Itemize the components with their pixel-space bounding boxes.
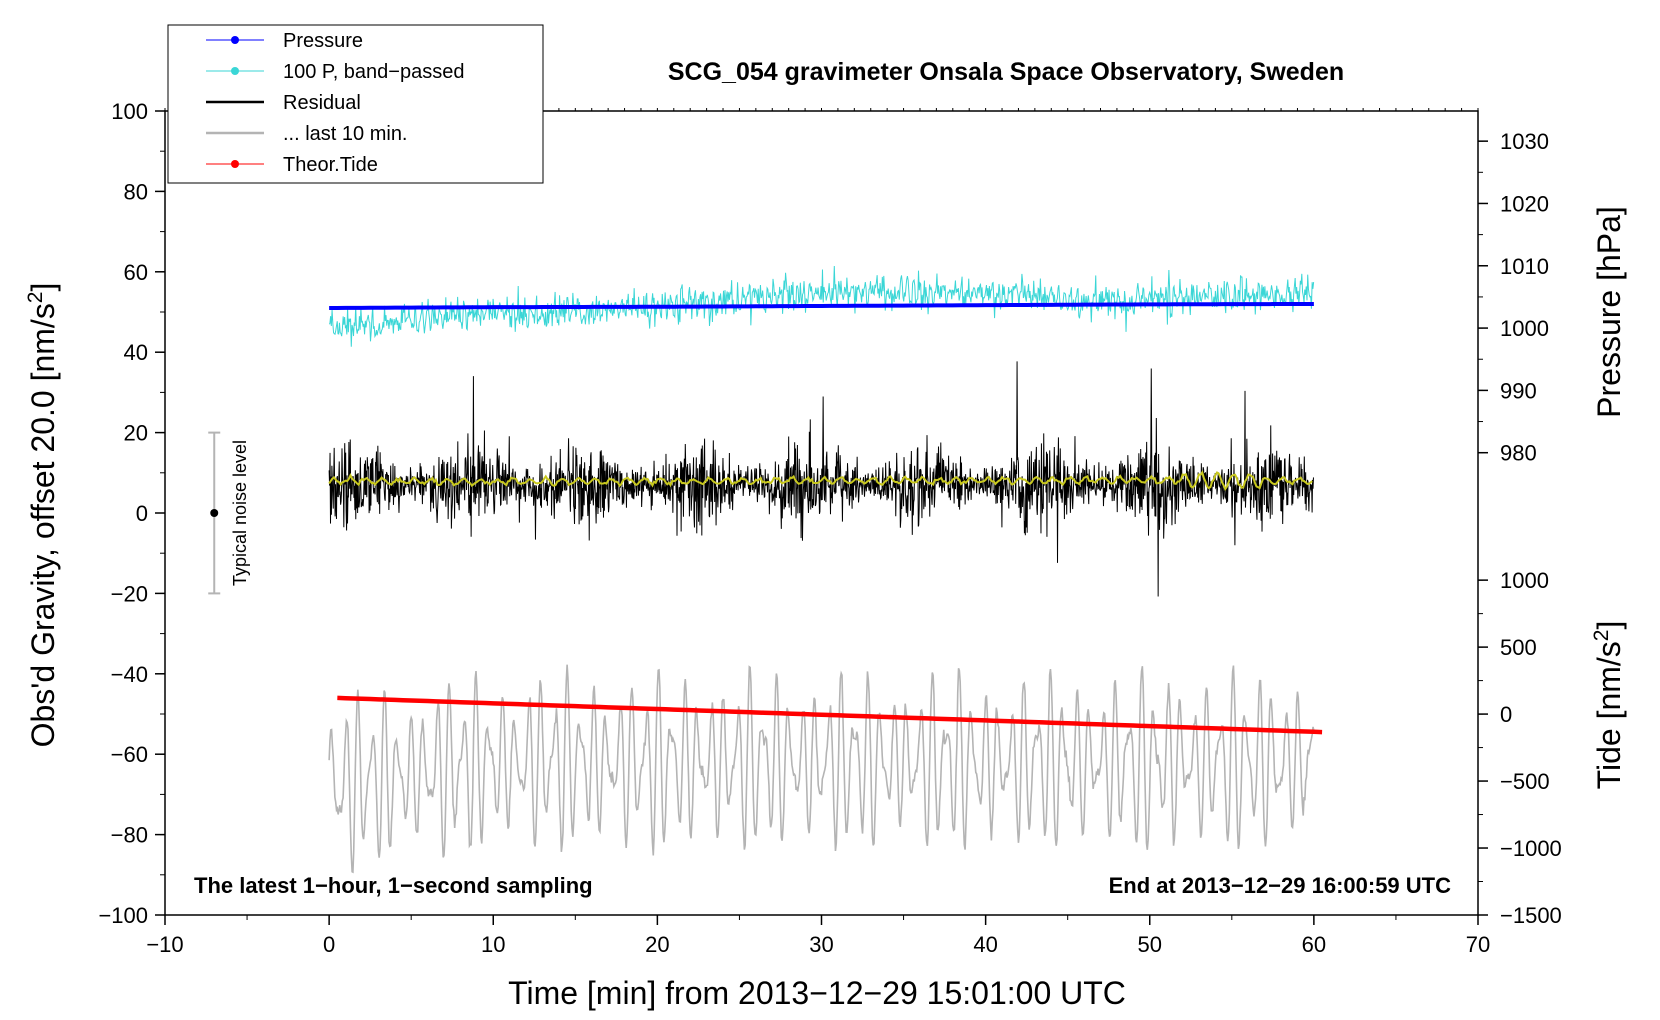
pressure-axis-tick-label: 1000 [1500, 316, 1549, 341]
tide-axis-tick-label: −1500 [1500, 903, 1562, 928]
series-last-10-min [328, 664, 1315, 874]
legend-label: Pressure [283, 30, 363, 52]
series-pressure [329, 301, 1314, 310]
pressure-axis-tick-label: 1010 [1500, 254, 1549, 279]
y-axis-title-end: ] [25, 283, 61, 292]
legend-marker [231, 160, 239, 168]
x-tick-label: −10 [146, 932, 183, 957]
tide-axis-tick-label: −1000 [1500, 836, 1562, 861]
tide-axis-tick-label: 1000 [1500, 568, 1549, 593]
legend-label: Residual [283, 92, 361, 114]
pressure-axis-tick-label: 980 [1500, 441, 1537, 466]
y-tick-label: 0 [136, 501, 148, 526]
ticks-layer: −10 0 10 20 30 40 50 60 70100806040200−20−40−60−… [98, 99, 1561, 957]
x-tick-label: 40 [973, 932, 997, 957]
y-tick-label: 20 [124, 421, 148, 446]
end-time-note: End at 2013−12−29 16:00:59 UTC [1109, 873, 1452, 898]
series-theor-tide [337, 695, 1323, 735]
tide-axis-title: Tide [nm/s2] [1590, 621, 1627, 790]
x-axis-title: Time [min] from 2013−12−29 15:01:00 UTC [508, 975, 1126, 1011]
legend-label: Theor.Tide [283, 154, 378, 176]
tide-axis-tick-label: −500 [1500, 769, 1550, 794]
y-tick-label: 40 [124, 340, 148, 365]
y-tick-label: −40 [111, 662, 148, 687]
legend-label: 100 P, band−passed [283, 61, 464, 83]
tide-axis-tick-label: 500 [1500, 635, 1537, 660]
x-tick-label: 30 [809, 932, 833, 957]
y-axis-title: Obs'd Gravity, offset 20.0 [nm/s2] [24, 283, 61, 748]
series-residual-smoothed [328, 470, 1313, 492]
x-tick-label: 10 [481, 932, 505, 957]
x-axis-title-text: Time [min] from 2013−12−29 15:01:00 UTC [508, 975, 1126, 1011]
pressure-axis-tick-label: 990 [1500, 378, 1537, 403]
chart-title: SCG_054 gravimeter Onsala Space Observat… [668, 58, 1344, 86]
x-tick-label: 70 [1466, 932, 1490, 957]
pressure-axis-tick-label: 1020 [1500, 191, 1549, 216]
y-tick-label: 80 [124, 179, 148, 204]
noise-level-label: Typical noise level [230, 440, 250, 586]
x-tick-label: 20 [645, 932, 669, 957]
series-residual [328, 361, 1314, 597]
sampling-note: The latest 1−hour, 1−second sampling [194, 873, 593, 898]
y-tick-label: 100 [111, 99, 148, 124]
legend-box [167, 24, 544, 184]
x-tick-label: 50 [1138, 932, 1162, 957]
series-layer [328, 265, 1323, 874]
tide-axis-title-sup: 2 [1590, 630, 1613, 642]
noise-level-indicator: Typical noise level [208, 431, 250, 595]
y-axis-title-text: Obs'd Gravity, offset 20.0 [nm/s [25, 303, 61, 747]
legend: Pressure 100 P, band−passed Residual ... la… [167, 24, 544, 184]
x-tick-label: 0 [323, 932, 335, 957]
series-band-passed [329, 265, 1315, 347]
y-tick-label: −60 [111, 742, 148, 767]
y-tick-label: −100 [98, 903, 148, 928]
tide-axis-title-end: ] [1591, 621, 1627, 630]
tide-axis-title-text: Tide [nm/s [1591, 641, 1627, 789]
y-tick-label: 60 [124, 260, 148, 285]
legend-marker [231, 36, 239, 44]
pressure-axis-tick-label: 1030 [1500, 129, 1549, 154]
y-tick-label: −80 [111, 823, 148, 848]
legend-marker [231, 67, 239, 75]
x-tick-label: 60 [1302, 932, 1326, 957]
noise-level-dot [210, 509, 219, 517]
tide-axis-tick-label: 0 [1500, 702, 1512, 727]
pressure-axis-title: Pressure [hPa] [1591, 206, 1627, 418]
legend-label: ... last 10 min. [283, 123, 408, 145]
y-tick-label: −20 [111, 581, 148, 606]
y-axis-title-sup: 2 [24, 291, 47, 303]
